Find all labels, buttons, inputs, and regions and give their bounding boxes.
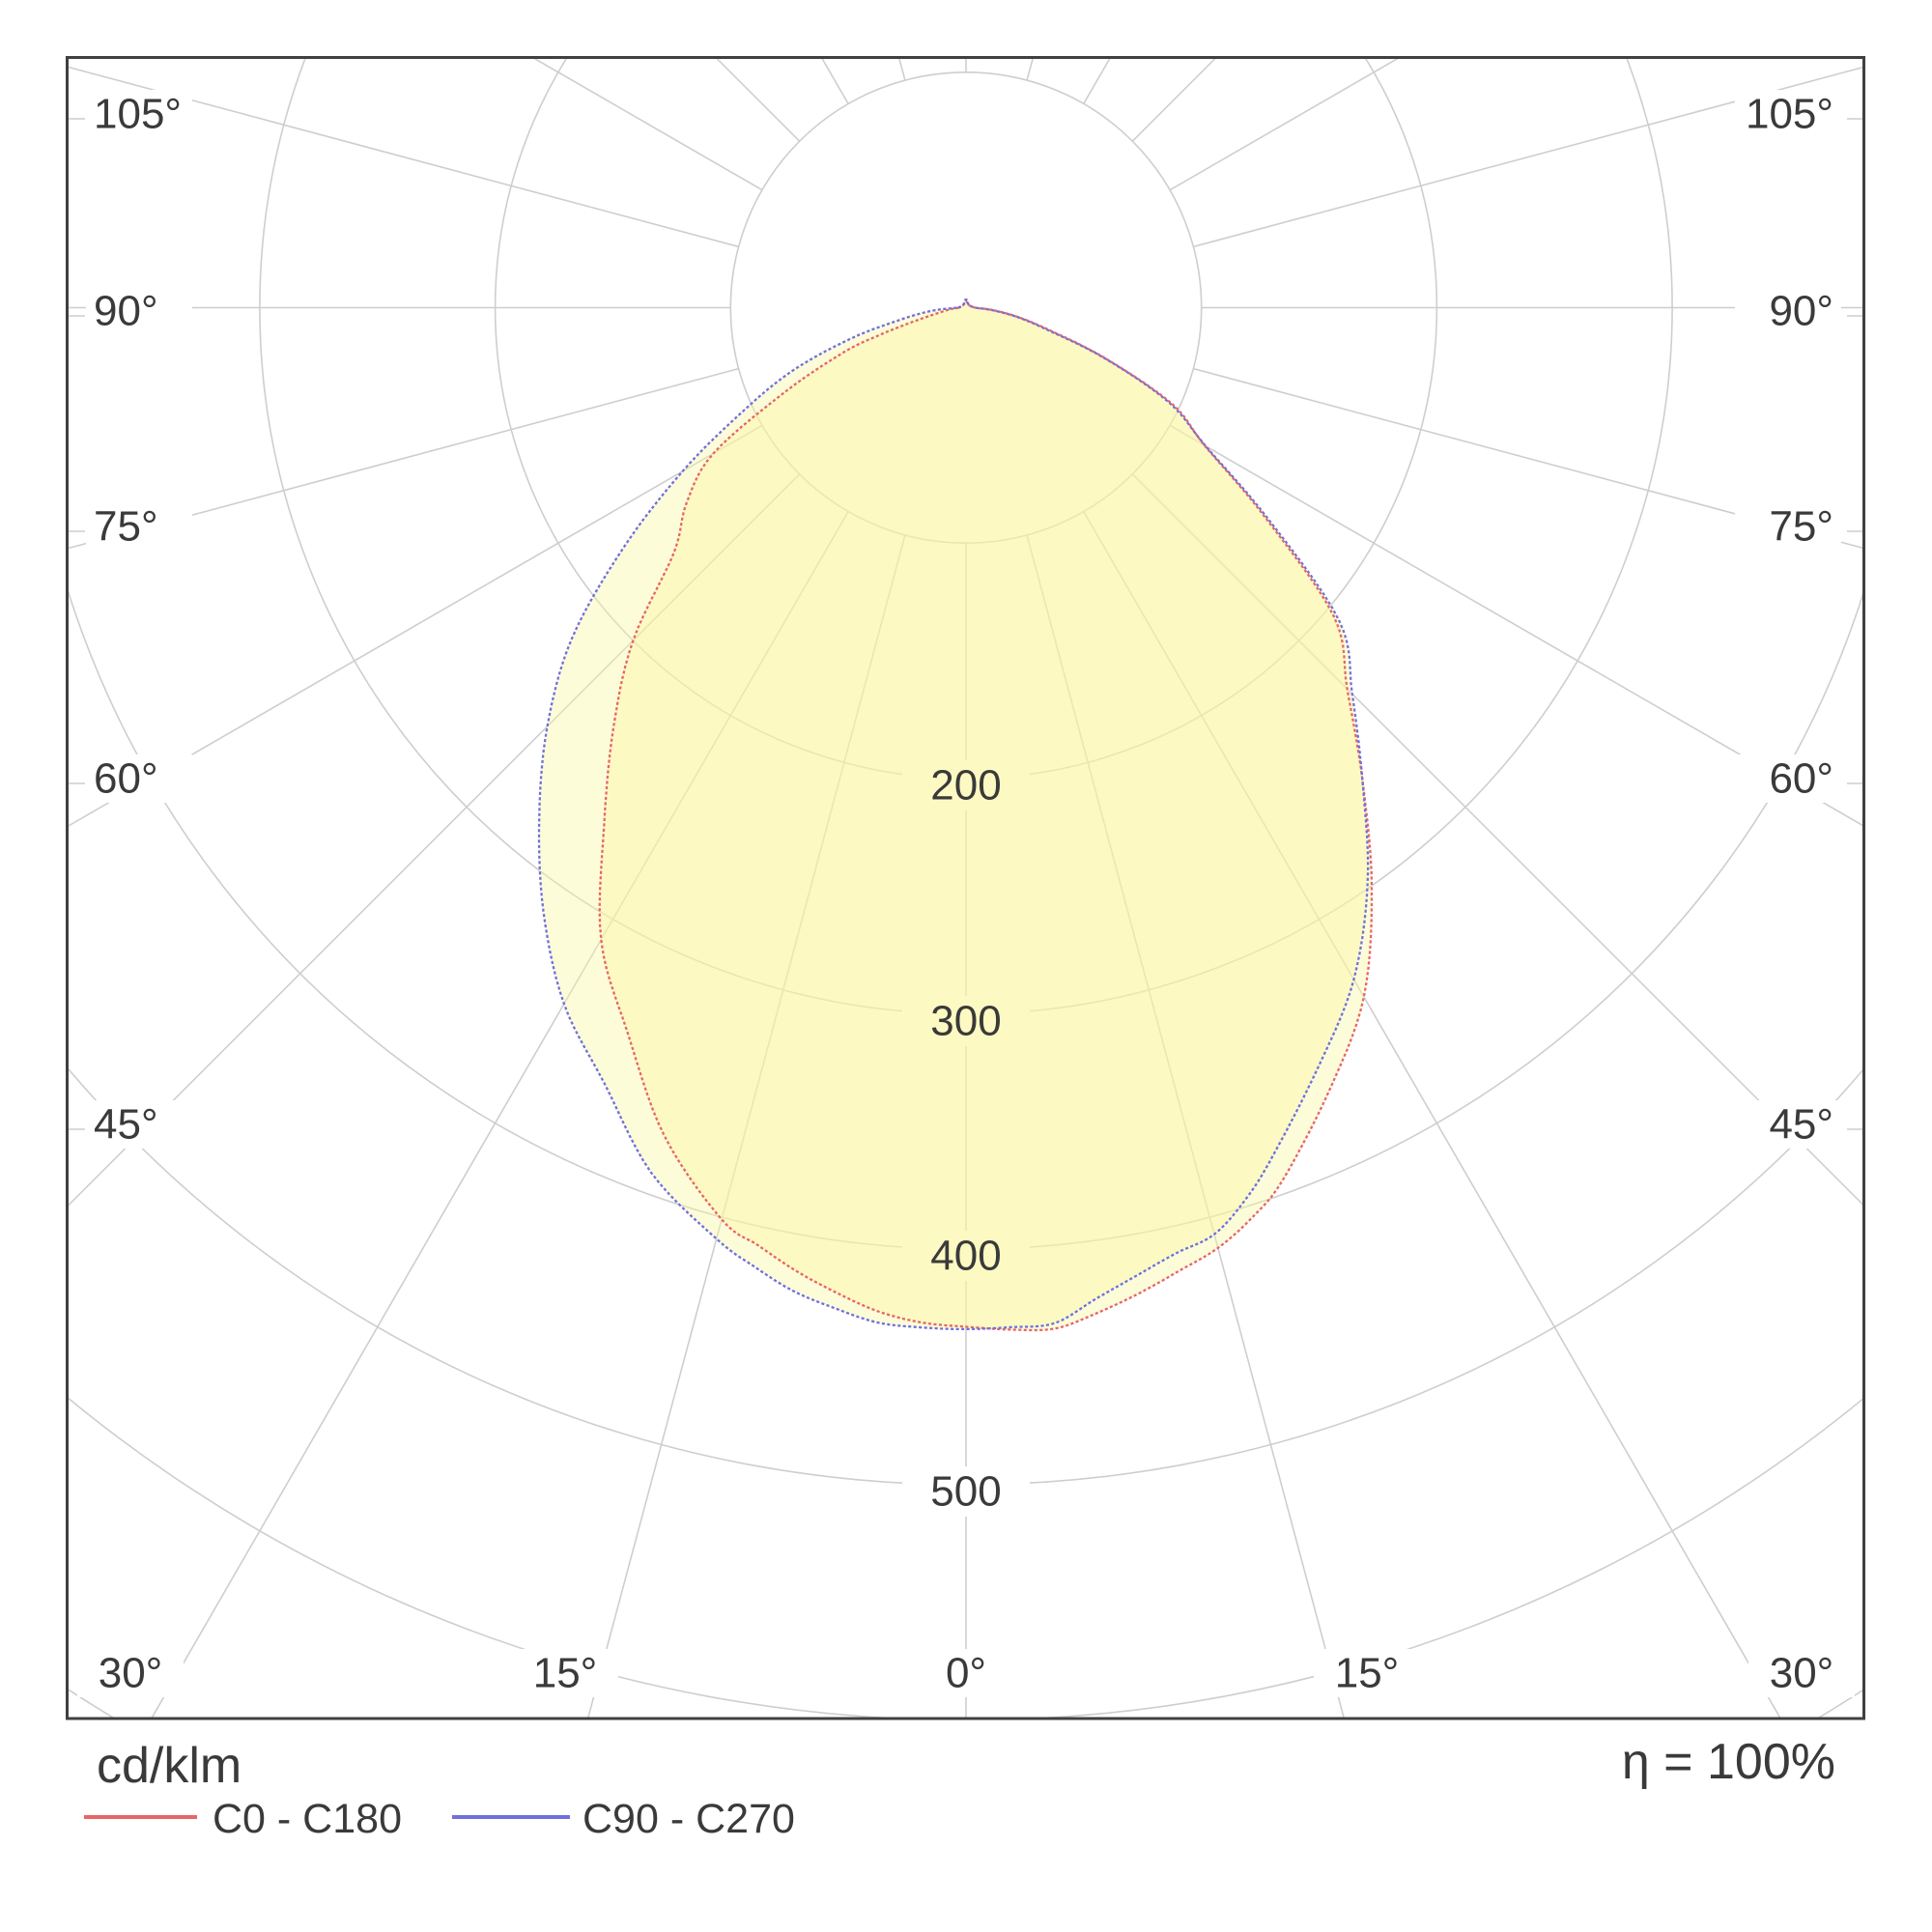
- svg-text:75°: 75°: [1769, 503, 1833, 551]
- svg-text:75°: 75°: [94, 503, 158, 551]
- svg-text:C0 - C180: C0 - C180: [213, 1796, 402, 1842]
- svg-text:90°: 90°: [1769, 288, 1833, 335]
- svg-text:400: 400: [930, 1233, 1001, 1280]
- svg-text:30°: 30°: [99, 1650, 163, 1697]
- svg-text:45°: 45°: [1769, 1101, 1833, 1149]
- svg-text:C90 - C270: C90 - C270: [582, 1796, 795, 1842]
- svg-text:200: 200: [930, 762, 1001, 810]
- svg-text:45°: 45°: [94, 1101, 158, 1149]
- svg-text:η = 100%: η = 100%: [1622, 1734, 1835, 1790]
- svg-text:cd/klm: cd/klm: [97, 1738, 242, 1794]
- svg-text:500: 500: [930, 1468, 1001, 1516]
- svg-text:105°: 105°: [1746, 91, 1833, 138]
- svg-text:30°: 30°: [1770, 1650, 1834, 1697]
- svg-text:105°: 105°: [94, 91, 182, 138]
- svg-text:60°: 60°: [94, 755, 158, 803]
- svg-text:0°: 0°: [946, 1650, 986, 1697]
- svg-text:15°: 15°: [533, 1650, 598, 1697]
- svg-text:300: 300: [930, 998, 1001, 1045]
- svg-text:15°: 15°: [1335, 1650, 1400, 1697]
- svg-text:60°: 60°: [1769, 755, 1833, 803]
- svg-text:90°: 90°: [94, 288, 158, 335]
